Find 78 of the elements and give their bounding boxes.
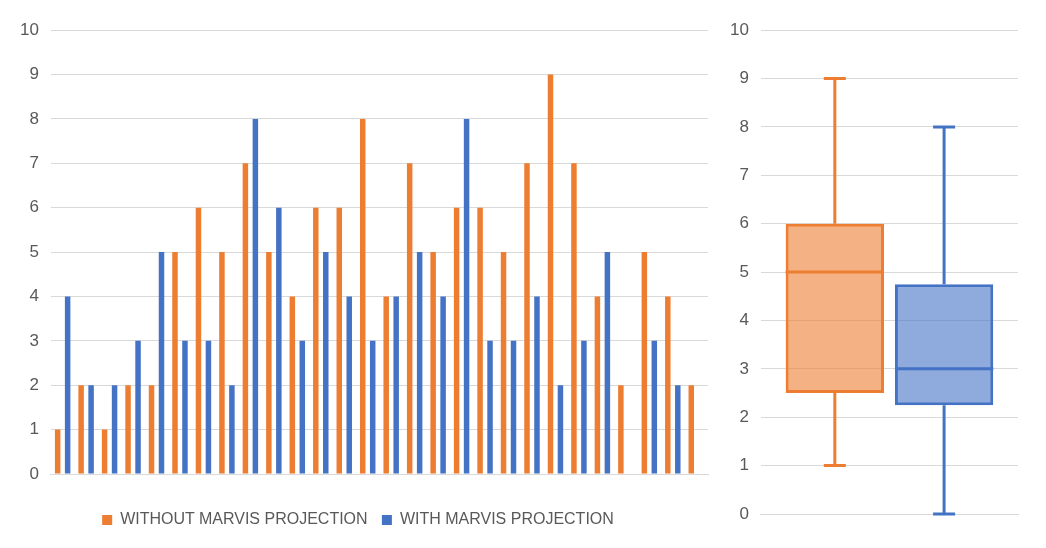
bar [252,118,259,474]
bar [581,340,587,474]
bar [500,252,507,474]
bar [453,207,460,474]
y-tick-label: 7 [739,165,749,185]
bar [430,252,436,474]
y-tick-label: 5 [29,241,39,261]
bar [135,340,141,474]
bar [688,385,695,474]
y-tick-label: 8 [739,116,749,136]
bar [148,385,155,474]
bar [524,163,530,474]
bar [604,252,611,474]
bar [276,207,282,474]
bar [54,429,61,474]
bar [289,296,296,474]
bar [675,385,681,474]
y-tick-label: 5 [739,261,749,281]
bar [487,340,493,474]
bar [195,207,202,474]
y-tick-label: 4 [29,286,39,306]
bar [510,340,517,474]
y-tick-label: 10 [19,19,39,39]
bar [440,296,446,474]
y-tick-label: 1 [739,455,749,475]
bar [125,385,131,474]
bar [594,296,601,474]
y-tick-label: 9 [739,68,749,88]
bar [463,118,470,474]
y-tick-label: 9 [29,64,39,84]
bar [205,340,212,474]
bar [383,296,389,474]
bar [346,296,352,474]
y-tick-label: 7 [29,153,39,173]
y-tick-label: 3 [739,358,749,378]
bar [172,252,178,474]
bar [88,385,94,474]
bar [64,296,71,474]
bar [266,252,272,474]
bar [618,385,624,474]
bar [665,296,671,474]
bar [651,340,658,474]
bar [242,163,249,474]
y-tick-label: 4 [739,310,749,330]
y-tick-label: 6 [739,213,749,233]
bar [229,385,235,474]
bar [416,252,423,474]
bar [299,340,306,474]
bar [336,207,343,474]
y-tick-label: 0 [739,503,749,523]
bar [219,252,225,474]
bar [101,429,108,474]
bar [323,252,329,474]
bar [406,163,413,474]
bar [313,207,319,474]
y-tick-label: 8 [29,108,39,128]
bar [78,385,84,474]
y-tick-label: 2 [29,374,39,394]
y-tick-label: 10 [729,19,749,39]
bar [158,252,165,474]
bar [557,385,564,474]
bar [571,163,577,474]
bar [359,118,366,474]
bar [641,252,648,474]
legend-label: WITHOUT MARVIS PROJECTION [120,510,368,528]
y-tick-label: 0 [29,463,39,483]
y-tick-label: 1 [29,419,39,439]
bar [477,207,483,474]
bar [369,340,376,474]
bar [393,296,399,474]
y-tick-label: 3 [29,330,39,350]
y-tick-label: 2 [739,406,749,426]
legend-label: WITH MARVIS PROJECTION [399,510,614,528]
bar [547,74,554,474]
y-tick-label: 6 [29,197,39,217]
bar [534,296,540,474]
bar [111,385,118,474]
bar [182,340,188,474]
